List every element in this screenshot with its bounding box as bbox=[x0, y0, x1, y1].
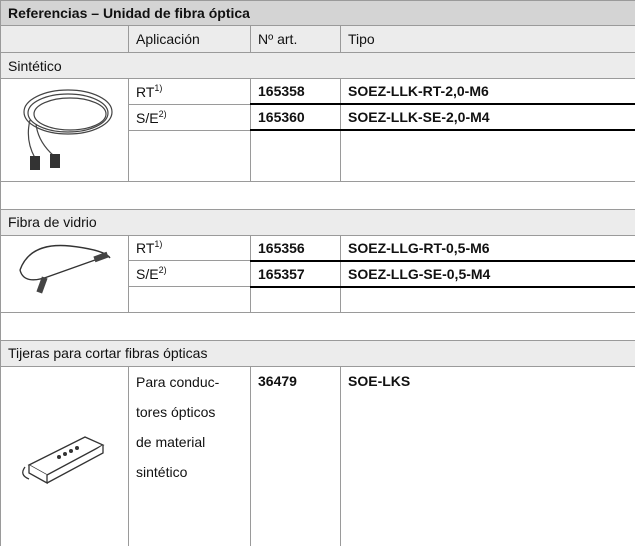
application-line: de material bbox=[136, 433, 206, 450]
item-row: RT1) 165356 SOEZ-LLG-RT-0,5-M6 bbox=[0, 234, 635, 313]
section-name: Sintético bbox=[0, 52, 635, 79]
cutter-icon bbox=[21, 436, 104, 485]
application-cell: RT1) bbox=[128, 234, 251, 261]
empty-cell bbox=[0, 180, 635, 210]
title-row: Referencias – Unidad de fibra óptica bbox=[0, 0, 635, 26]
empty-cell bbox=[250, 286, 341, 313]
item-row: RT1) 165358 SOEZ-LLK-RT-2,0-M6 bbox=[0, 78, 635, 182]
footnote: 1) bbox=[154, 82, 163, 93]
footnote: 2) bbox=[158, 265, 167, 275]
empty-cell bbox=[128, 129, 251, 182]
application: RT bbox=[136, 240, 155, 257]
header-cell: Tipo bbox=[339, 25, 635, 53]
table-title: Referencias – Unidad de fibra óptica bbox=[0, 0, 635, 26]
header-cell: Aplicación bbox=[128, 25, 251, 53]
type-code: SOE-LKS bbox=[339, 365, 635, 546]
application-cell: Para conduc- tores ópticos de material s… bbox=[128, 365, 251, 546]
section-name: Fibra de vidrio bbox=[0, 208, 635, 236]
empty-cell bbox=[339, 129, 635, 182]
image-cell bbox=[0, 78, 129, 182]
empty-cell bbox=[0, 311, 635, 341]
empty-row bbox=[1, 129, 635, 182]
application-line: tores ópticos bbox=[136, 403, 216, 420]
article-number: 165360 bbox=[250, 103, 341, 131]
image-cell bbox=[0, 365, 129, 546]
item-row: S/E2) 165360 SOEZ-LLK-SE-2,0-M4 bbox=[1, 103, 635, 131]
image-cell bbox=[0, 234, 129, 313]
section-row: Fibra de vidrio bbox=[0, 208, 635, 236]
article-number: 165357 bbox=[250, 260, 341, 288]
item-row: S/E2) 165357 SOEZ-LLG-SE-0,5-M4 bbox=[1, 260, 635, 288]
application: S/E bbox=[136, 109, 159, 126]
application-cell: RT1) bbox=[128, 78, 251, 105]
application: RT bbox=[136, 83, 155, 100]
header-row: Aplicación Nº art. Tipo bbox=[0, 25, 635, 53]
section-row: Sintético bbox=[0, 52, 635, 79]
application-cell: S/E2) bbox=[128, 103, 251, 131]
item-row: Para conduc- tores ópticos de material s… bbox=[0, 365, 635, 546]
article-number: 165356 bbox=[250, 234, 341, 262]
empty-cell bbox=[128, 286, 251, 313]
empty-cell bbox=[250, 129, 341, 182]
gap-row bbox=[0, 180, 635, 210]
type-code: SOEZ-LLG-SE-0,5-M4 bbox=[339, 260, 635, 288]
article-number: 165358 bbox=[250, 78, 341, 105]
section-row: Tijeras para cortar fibras ópticas bbox=[0, 339, 635, 367]
header-cell: Nº art. bbox=[250, 25, 341, 53]
plastic-fiber-icon bbox=[22, 89, 113, 171]
empty-cell bbox=[339, 286, 635, 313]
application-line: sintético bbox=[136, 463, 188, 480]
footnote: 2) bbox=[158, 108, 167, 119]
gap-row bbox=[0, 311, 635, 341]
section-name: Tijeras para cortar fibras ópticas bbox=[0, 339, 635, 367]
glass-fiber-icon bbox=[18, 244, 111, 294]
article-number: 36479 bbox=[250, 365, 341, 546]
application-line: Para conduc- bbox=[136, 373, 220, 390]
header-cell bbox=[0, 25, 129, 53]
footnote: 1) bbox=[154, 239, 163, 250]
type-code: SOEZ-LLK-RT-2,0-M6 bbox=[339, 78, 635, 105]
type-code: SOEZ-LLK-SE-2,0-M4 bbox=[339, 103, 635, 131]
type-code: SOEZ-LLG-RT-0,5-M6 bbox=[339, 234, 635, 262]
application: S/E bbox=[136, 266, 159, 282]
application-cell: S/E2) bbox=[128, 260, 251, 287]
